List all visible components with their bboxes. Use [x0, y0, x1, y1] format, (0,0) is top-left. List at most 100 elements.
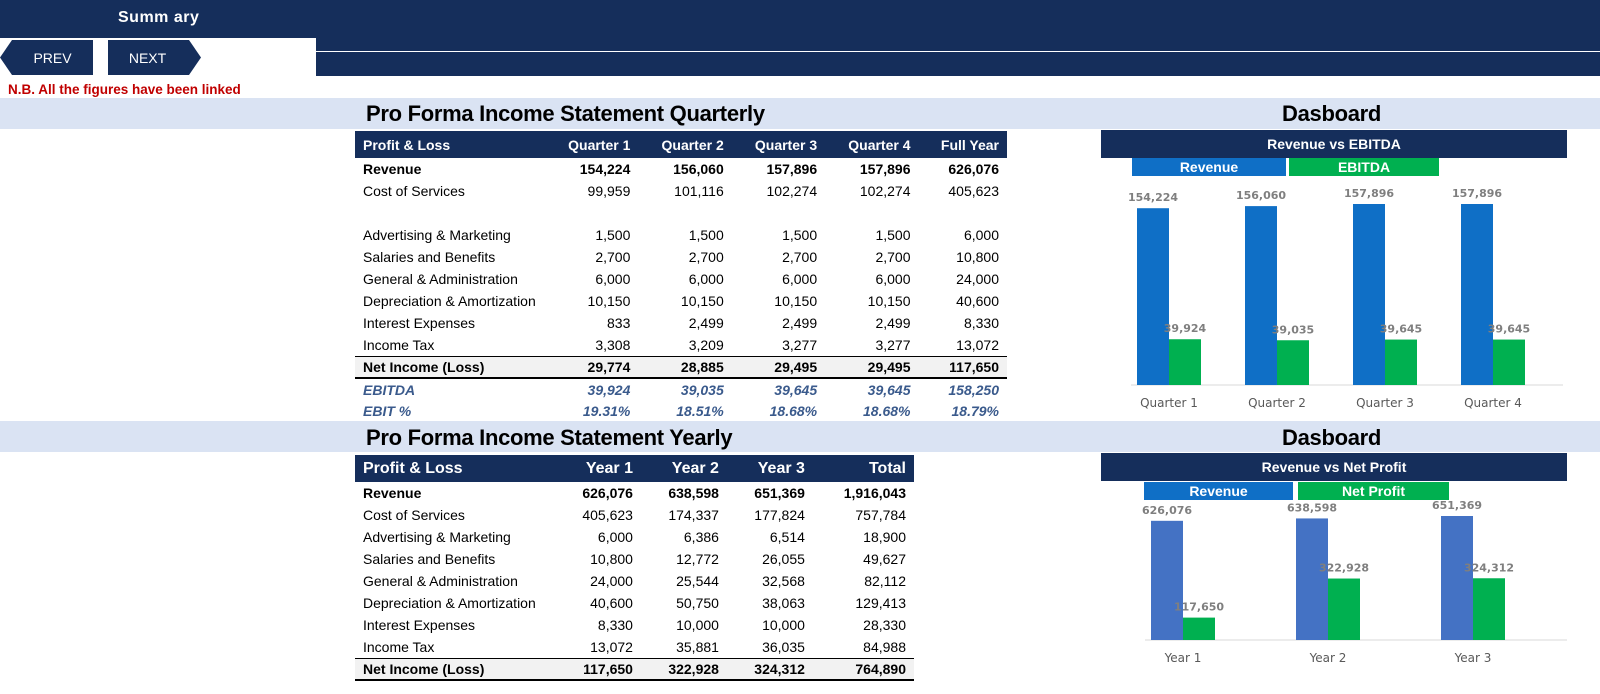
table-cell: 6,514 [769, 529, 805, 545]
table-cell: 174,337 [668, 507, 719, 523]
revenue-vs-net-profit-header: Revenue vs Net Profit [1101, 453, 1567, 481]
table-cell: 6,000 [782, 271, 818, 287]
table-cell: 405,623 [582, 507, 633, 523]
bar-revenue [1441, 516, 1473, 640]
data-label: 39,645 [1488, 323, 1530, 336]
row-label: Net Income (Loss) [355, 355, 545, 379]
table-row: Revenue 626,076 638,598 651,369 1,916,043 [355, 482, 914, 504]
dashboard-2-title: Dasboard [1282, 425, 1382, 450]
table-cell: 39,645 [774, 381, 818, 398]
table-cell: 39,645 [867, 381, 911, 398]
column-header: Quarter 4 [825, 131, 919, 158]
row-label: Income Tax [363, 638, 435, 655]
category-label: Year 2 [1309, 651, 1347, 665]
table-cell: 10,000 [762, 617, 805, 633]
table-cell: 2,700 [782, 249, 818, 265]
table-row: Interest Expenses 8,330 10,000 10,000 28,330 [355, 614, 914, 636]
row-label: Cost of Services [363, 507, 465, 523]
revenue-vs-net-profit-chart: 626,076 117,650 Year 1 638,598 322,928 Year 2… [1142, 499, 1567, 665]
row-label: EBITDA [363, 381, 416, 398]
revenue-vs-ebitda-header: Revenue vs EBITDA [1101, 130, 1567, 158]
prev-button[interactable]: PREV [0, 40, 93, 75]
table-cell: 1,500 [595, 227, 631, 243]
table-cell: 757,784 [855, 507, 906, 523]
table-row: General & Administration 6,000 6,000 6,000 6… [355, 268, 1007, 290]
table-cell: 1,500 [875, 227, 911, 243]
yearly-section-band [0, 421, 1600, 452]
table-cell: 82,112 [864, 573, 906, 589]
table-cell: 3,308 [595, 336, 631, 353]
data-label: 117,650 [1174, 601, 1224, 614]
table-cell: 6,000 [597, 529, 633, 545]
data-label: 638,598 [1287, 501, 1337, 514]
category-label: Quarter 4 [1464, 396, 1522, 410]
bar-revenue [1151, 520, 1183, 640]
table-cell: 84,988 [863, 638, 906, 655]
table-cell: 626,076 [948, 161, 999, 177]
table-row: Depreciation & Amortization 40,600 50,750 3… [355, 592, 914, 614]
table-cell: 35,881 [676, 638, 719, 655]
bar-net-profit [1328, 578, 1360, 640]
bar-revenue [1137, 208, 1169, 385]
revenue-vs-ebitda-chart: 154,224 39,924 Quarter 1 156,060 39,035 Quart… [1128, 187, 1563, 410]
category-label: Year 3 [1454, 651, 1492, 665]
category-label: Quarter 2 [1248, 396, 1306, 410]
table-cell: 13,072 [590, 638, 633, 655]
table-row: Cost of Services 405,623 174,337 177,824 757… [355, 504, 914, 526]
table-cell: 10,150 [774, 293, 818, 309]
bar-ebitda [1169, 339, 1201, 385]
table-header-row: Profit & Loss Quarter 1 Quarter 2 Quarte… [355, 131, 1007, 158]
table-cell: 102,274 [766, 183, 818, 199]
table-row: Advertising & Marketing 1,500 1,500 1,500 1,… [355, 224, 1007, 246]
row-label: Income Tax [363, 336, 435, 353]
table-cell: 10,000 [676, 617, 719, 633]
table-cell: 117,650 [555, 657, 641, 681]
table-cell: 10,800 [590, 551, 633, 567]
row-label: General & Administration [363, 573, 518, 589]
row-label: General & Administration [363, 271, 518, 287]
table-cell: 405,623 [948, 183, 999, 199]
table-row: Salaries and Benefits 2,700 2,700 2,700 2,70… [355, 246, 1007, 268]
table-cell: 3,277 [875, 336, 911, 353]
table-cell: 6,000 [963, 227, 999, 243]
table-cell: 6,000 [875, 271, 911, 287]
bar-revenue [1461, 204, 1493, 385]
table-cell: 117,650 [918, 355, 1007, 379]
table-cell: 764,890 [812, 657, 914, 681]
table-cell: 29,495 [825, 355, 919, 379]
column-header: Quarter 3 [731, 131, 826, 158]
table-cell: 1,500 [782, 227, 818, 243]
table-cell: 177,824 [754, 507, 805, 523]
column-header: Quarter 1 [545, 131, 639, 158]
column-header: Full Year [918, 131, 1007, 158]
bar-revenue [1296, 518, 1328, 640]
table-cell: 50,750 [676, 595, 719, 611]
bar-ebitda [1385, 339, 1417, 385]
next-button[interactable]: NEXT [108, 40, 201, 75]
table-cell: 29,774 [545, 355, 639, 379]
table-row: Revenue 154,224 156,060 157,896 157,896 626,0… [355, 158, 1007, 180]
table-cell: 19.31% [582, 403, 631, 419]
table-row: Income Tax 13,072 35,881 36,035 84,988 [355, 636, 914, 658]
data-label: 39,645 [1380, 323, 1422, 336]
data-label: 322,928 [1319, 562, 1369, 575]
quarterly-income-table: Profit & Loss Quarter 1 Quarter 2 Quarte… [355, 131, 1007, 422]
data-label: 324,312 [1464, 561, 1514, 574]
bar-net-profit [1473, 578, 1505, 640]
table-row: Cost of Services 99,959 101,116 102,274 102,… [355, 180, 1007, 202]
page-title: Summ ary [118, 9, 200, 26]
dashboard-1-title: Dasboard [1282, 101, 1382, 126]
row-label: Interest Expenses [363, 617, 476, 633]
table-cell: 2,499 [688, 315, 724, 331]
table-cell: 154,224 [579, 161, 631, 177]
quarterly-title: Pro Forma Income Statement Quarterly [366, 101, 765, 126]
table-cell: 156,060 [673, 161, 724, 177]
table-cell: 25,544 [676, 573, 719, 589]
table-header-row: Profit & Loss Year 1 Year 2 Year 3 Total [355, 455, 914, 482]
column-header: Profit & Loss [355, 455, 555, 482]
column-header: Profit & Loss [355, 131, 545, 158]
row-label: Salaries and Benefits [363, 551, 496, 567]
table-cell: 1,500 [688, 227, 724, 243]
table-cell: 32,568 [762, 573, 805, 589]
table-row: Advertising & Marketing 6,000 6,386 6,514 18… [355, 526, 914, 548]
